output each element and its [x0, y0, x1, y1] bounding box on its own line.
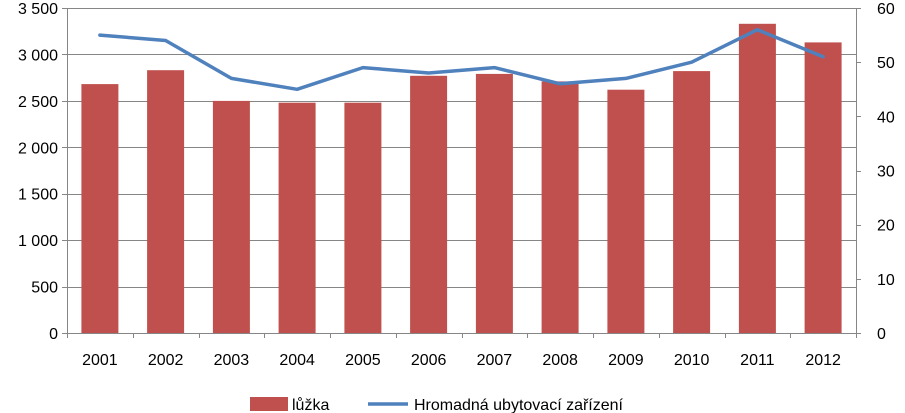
bar [607, 89, 645, 333]
legend-label-bar: lůžka [292, 396, 329, 413]
axis-ticks [62, 8, 861, 338]
right-axis-labels: 0 10 20 30 40 50 60 [877, 1, 895, 343]
x-tick-label: 2011 [740, 352, 775, 369]
left-tick-label: 1 000 [18, 233, 58, 250]
line-series [98, 27, 825, 92]
left-tick-label: 3 000 [18, 47, 58, 64]
x-tick-label: 2012 [805, 352, 841, 369]
right-tick-label: 50 [877, 55, 895, 72]
left-tick-label: 2 500 [18, 94, 58, 111]
bar [81, 84, 119, 333]
right-tick-label: 0 [877, 326, 886, 343]
left-tick-label: 1 500 [18, 187, 58, 204]
left-tick-label: 2 000 [18, 140, 58, 157]
bar [475, 73, 513, 334]
left-tick-label: 500 [31, 280, 58, 297]
x-tick-label: 2008 [542, 352, 578, 369]
legend-label-line: Hromadná ubytovací zařízení [414, 397, 624, 413]
left-tick-label: 0 [49, 326, 58, 343]
x-tick-label: 2004 [279, 352, 315, 369]
x-tick-label: 2001 [82, 352, 118, 369]
x-tick-label: 2010 [674, 352, 710, 369]
right-tick-label: 20 [877, 218, 895, 235]
legend-swatch-bar [250, 397, 288, 411]
x-tick-label: 2003 [214, 352, 250, 369]
x-tick-label: 2005 [345, 352, 381, 369]
bar-series [81, 23, 842, 334]
x-tick-label: 2009 [608, 352, 644, 369]
gridlines [67, 8, 856, 288]
bar [278, 102, 316, 333]
right-tick-label: 60 [877, 1, 895, 18]
bar [344, 102, 382, 333]
bar [541, 81, 579, 334]
x-tick-label: 2002 [148, 352, 184, 369]
right-tick-label: 40 [877, 109, 895, 126]
right-tick-label: 10 [877, 272, 895, 289]
bar [673, 71, 711, 333]
x-axis-labels: 2001 2002 2003 2004 2005 2006 2007 2008 2009 2010… [82, 352, 841, 369]
x-tick-label: 2006 [411, 352, 447, 369]
x-tick-label: 2007 [477, 352, 513, 369]
right-tick-label: 30 [877, 164, 895, 181]
bar [738, 23, 776, 334]
bar [410, 75, 448, 334]
bar [804, 42, 842, 334]
bar [212, 100, 250, 334]
left-axis-labels: 0 500 1 000 1 500 2 000 2 500 3 000 3 500 [18, 1, 58, 343]
bar [147, 70, 185, 333]
line-series-path [98, 27, 825, 92]
left-tick-label: 3 500 [18, 1, 58, 18]
legend: lůžka Hromadná ubytovací zařízení [250, 396, 624, 413]
